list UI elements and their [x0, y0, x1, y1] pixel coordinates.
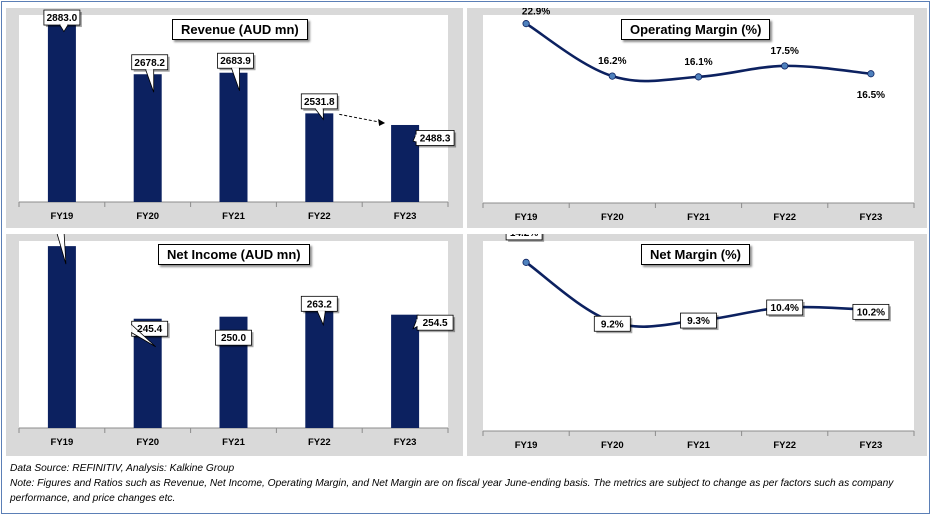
revenue-chart-title: Revenue (AUD mn) [172, 19, 308, 40]
operating-margin-point [867, 70, 875, 78]
net-income-bar [391, 314, 420, 428]
revenue-x-tick-label: FY21 [222, 211, 245, 222]
revenue-data-label-text: 2488.3 [420, 133, 451, 144]
net-income-data-label-text: 263.2 [307, 299, 332, 310]
net-margin-x-tick-label: FY21 [687, 440, 710, 451]
net-income-x-tick-label: FY21 [222, 437, 245, 448]
net-margin-data-label: 9.2% [593, 315, 633, 334]
revenue-data-label-text: 2678.2 [134, 58, 165, 69]
revenue-data-label: 2683.9 [217, 52, 256, 91]
net-margin-chart-panel: FY19 FY20 FY21 FY22 FY23 14.2% 9.2% 9.3% 10.4% 10… [467, 234, 927, 456]
operating-margin-x-tick-label: FY21 [687, 212, 710, 223]
operating-margin-point [608, 72, 616, 80]
net-margin-data-label-box [852, 303, 890, 320]
net-margin-chart: FY19 FY20 FY21 FY22 FY23 14.2% 9.2% 9.3% 10.4% 10… [482, 234, 915, 451]
revenue-trend-arrowhead [378, 118, 386, 126]
revenue-data-label: 2488.3 [412, 130, 457, 148]
disclaimer-note: Note: Figures and Ratios such as Revenue… [10, 478, 894, 504]
revenue-chart-panel: FY19 FY20 FY21 FY22 FY23 2883.0 2678.2 2683.9 25… [6, 8, 463, 228]
revenue-data-label: 2678.2 [131, 54, 170, 93]
operating-margin-chart-title: Operating Margin (%) [621, 19, 771, 40]
revenue-data-label: 2883.0 [43, 9, 82, 33]
net-income-data-label: 254.5 [412, 314, 456, 333]
net-income-x-tick-label: FY22 [308, 437, 331, 448]
revenue-x-tick-label: FY20 [136, 211, 159, 222]
net-margin-data-label-text: 10.4% [771, 303, 799, 314]
net-income-data-label-box [215, 329, 252, 346]
operating-margin-data-label: 16.1% [684, 57, 712, 68]
net-margin-data-label-text: 10.2% [857, 307, 885, 318]
revenue-chart: FY19 FY20 FY21 FY22 FY23 2883.0 2678.2 2683.9 25… [18, 9, 457, 222]
net-income-chart: FY19 FY20 FY21 FY22 FY23 408.5 245.4 250.0 263.2… [18, 234, 456, 448]
net-margin-x-tick-label: FY20 [601, 440, 624, 451]
net-margin-plot-area [483, 241, 914, 431]
net-income-chart-title: Net Income (AUD mn) [158, 244, 310, 265]
operating-margin-chart-panel: FY19 FY20 FY21 FY22 FY23 22.9% 16.2% 16.1% 17.5%… [467, 8, 927, 228]
operating-margin-data-label: 17.5% [771, 46, 799, 57]
revenue-data-label-text: 2531.8 [304, 97, 335, 108]
operating-margin-data-label: 16.5% [857, 90, 885, 101]
revenue-bar [305, 113, 334, 202]
operating-margin-plot-area [483, 15, 914, 203]
data-source-note: Data Source: REFINITIV, Analysis: Kalkin… [10, 463, 235, 474]
net-income-data-label-text: 250.0 [221, 333, 246, 344]
operating-margin-data-label: 22.9% [522, 8, 550, 18]
net-income-bar [47, 246, 76, 428]
net-income-x-tick-label: FY20 [136, 437, 159, 448]
net-income-data-label-text: 254.5 [423, 318, 448, 329]
net-margin-x-tick-label: FY22 [773, 440, 796, 451]
revenue-x-tick-label: FY22 [308, 211, 331, 222]
net-income-chart-panel: FY19 FY20 FY21 FY22 FY23 408.5 245.4 250.0 263.2… [6, 234, 463, 456]
net-margin-data-label-box [505, 234, 543, 241]
net-margin-data-label-text: 9.3% [687, 316, 710, 327]
net-income-x-tick-label: FY19 [51, 437, 74, 448]
net-margin-data-label-box [680, 312, 717, 329]
operating-margin-x-tick-label: FY19 [515, 212, 538, 223]
operating-margin-x-tick-label: FY23 [860, 212, 883, 223]
net-margin-data-label: 10.2% [852, 303, 891, 322]
operating-margin-chart: FY19 FY20 FY21 FY22 FY23 22.9% 16.2% 16.1% 17.5%… [482, 8, 915, 223]
net-margin-data-label: 10.4% [766, 299, 805, 317]
net-income-data-label: 263.2 [300, 295, 340, 327]
revenue-bar [47, 19, 76, 202]
revenue-data-label-text: 2683.9 [220, 56, 251, 67]
net-income-data-label-text: 245.4 [137, 324, 162, 335]
operating-margin-point [781, 62, 789, 70]
net-income-data-label: 408.5 [56, 234, 67, 265]
net-margin-chart-title: Net Margin (%) [641, 244, 750, 265]
net-margin-data-label-box [593, 315, 631, 332]
net-margin-data-label-box [766, 299, 804, 316]
net-margin-x-tick-label: FY23 [860, 440, 883, 451]
net-income-x-tick-label: FY23 [394, 437, 417, 448]
revenue-data-label: 2531.8 [300, 93, 340, 121]
net-margin-data-label: 14.2% [505, 234, 545, 242]
operating-margin-point [522, 20, 530, 28]
net-income-data-label: 245.4 [131, 320, 170, 348]
net-income-bar [305, 310, 334, 428]
net-margin-data-label: 9.3% [680, 312, 719, 331]
operating-margin-x-tick-label: FY22 [773, 212, 796, 223]
net-income-data-label-pointer [56, 234, 67, 265]
revenue-x-tick-label: FY23 [394, 211, 417, 222]
revenue-x-tick-label: FY19 [51, 211, 74, 222]
revenue-trend-arrow [339, 113, 380, 123]
revenue-bar [219, 72, 248, 202]
net-income-data-label: 250.0 [215, 329, 254, 348]
net-margin-x-tick-label: FY19 [515, 440, 538, 451]
revenue-data-label-text: 2883.0 [47, 13, 78, 24]
net-margin-data-label-text: 9.2% [601, 319, 624, 330]
operating-margin-data-label: 16.2% [598, 56, 626, 67]
operating-margin-point [694, 73, 703, 81]
operating-margin-x-tick-label: FY20 [601, 212, 624, 223]
revenue-bar [133, 74, 162, 202]
net-margin-point [522, 258, 530, 266]
net-margin-data-label-text: 14.2% [510, 234, 538, 239]
